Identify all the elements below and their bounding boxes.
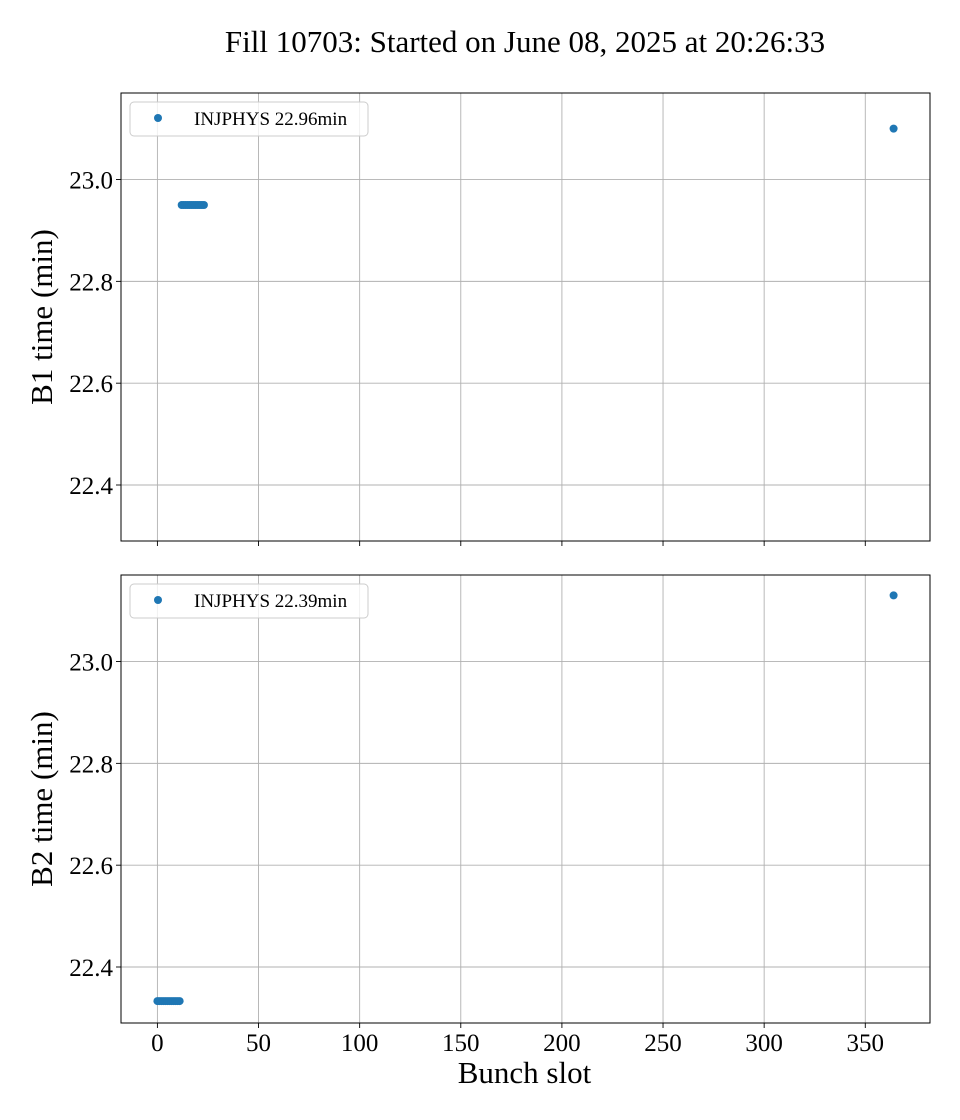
b2-x-axis-label: Bunch slot: [458, 1055, 592, 1090]
b1-legend: INJPHYS 22.96min: [129, 101, 369, 137]
b2-y-tick-label: 22.4: [69, 955, 113, 982]
b1-y-axis-label: B1 time (min): [24, 229, 59, 405]
chart-title: Fill 10703: Started on June 08, 2025 at …: [225, 24, 825, 59]
b2-data-point: [889, 591, 898, 600]
b2-legend-box: [129, 583, 369, 619]
b2-legend-marker: [154, 596, 162, 604]
b1-legend-marker: [154, 114, 162, 122]
b2-x-tick-label: 50: [246, 1030, 271, 1057]
b1-data-point: [889, 124, 898, 133]
b1-axes-frame: [120, 92, 931, 542]
b2-x-tick-label: 150: [442, 1030, 480, 1057]
b2-x-tick-label: 350: [847, 1030, 885, 1057]
b1-y-tick-label: 23.0: [69, 168, 113, 195]
b1-y-tick-label: 22.8: [69, 269, 113, 296]
b2-legend-label: INJPHYS 22.39min: [194, 591, 348, 612]
b2-x-tick-label: 250: [644, 1030, 682, 1057]
b1-y-tick-label: 22.6: [69, 371, 113, 398]
b1-y-tick-label: 22.4: [69, 473, 113, 500]
panel-b1: 22.4 22.6 22.8 23.0 INJPHYS 22.96min B1 time …: [24, 92, 931, 546]
b2-x-tick-label: 100: [341, 1030, 379, 1057]
b2-y-tick-label: 22.8: [69, 751, 113, 778]
panel-b2: 0 50 100 150 200 250 300 350 22.4 22.6 22.8 23.0 INJ…: [24, 574, 931, 1090]
b1-legend-label: INJPHYS 22.96min: [194, 109, 348, 130]
b1-legend-box: [129, 101, 369, 137]
b2-x-tick-label: 200: [543, 1030, 581, 1057]
b2-y-axis-label: B2 time (min): [24, 711, 59, 887]
b2-data-point: [175, 997, 184, 1006]
b2-y-tick-label: 22.6: [69, 853, 113, 880]
b2-x-tick-label: 300: [745, 1030, 783, 1057]
b2-x-tick-label: 0: [151, 1030, 164, 1057]
b2-y-tick-label: 23.0: [69, 650, 113, 677]
b1-data-point: [199, 201, 208, 209]
b2-axes-frame: [120, 574, 931, 1024]
b2-legend: INJPHYS 22.39min: [129, 583, 369, 619]
